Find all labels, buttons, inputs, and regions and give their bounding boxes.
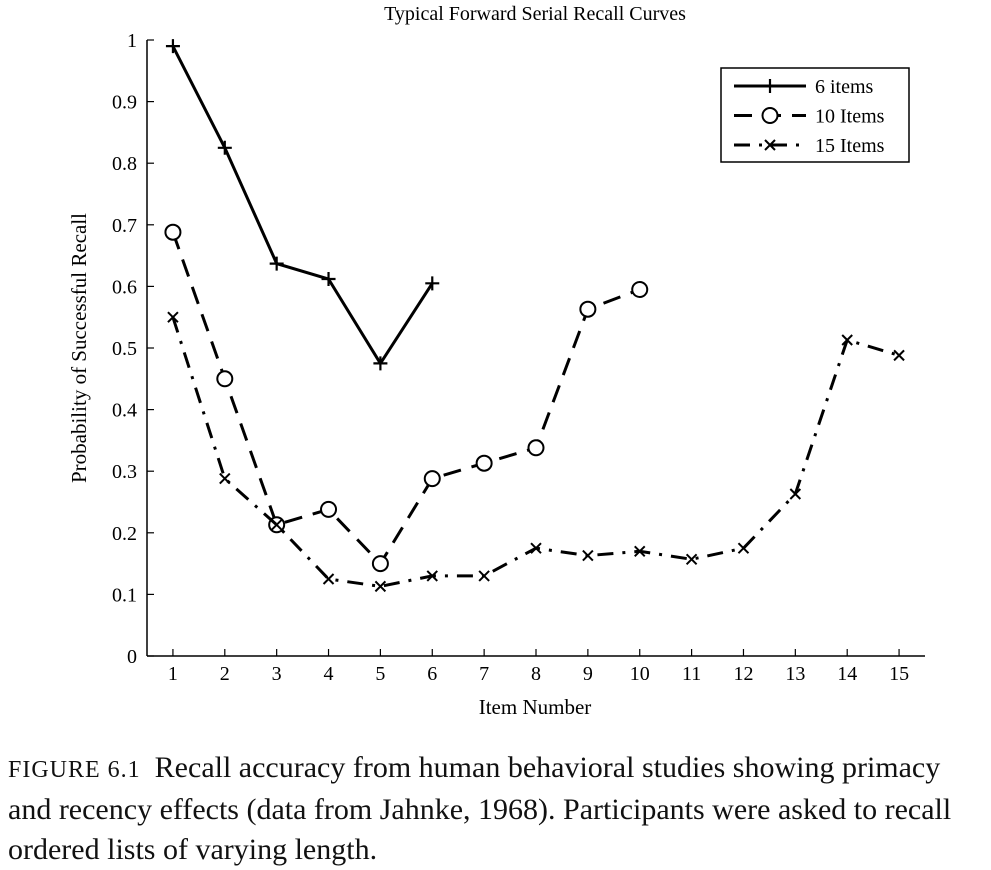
circle-marker bbox=[216, 370, 234, 388]
x-axis-label: Item Number bbox=[479, 695, 592, 719]
x-marker bbox=[374, 580, 387, 593]
x-tick-label: 11 bbox=[682, 663, 701, 685]
x-tick-label: 9 bbox=[583, 663, 593, 685]
y-tick-label: 0 bbox=[127, 646, 137, 668]
x-tick-label: 3 bbox=[272, 663, 282, 685]
circle-marker bbox=[527, 439, 545, 457]
y-tick-label: 0.1 bbox=[112, 584, 137, 606]
plus-marker bbox=[165, 39, 180, 54]
x-marker bbox=[219, 472, 231, 485]
x-marker bbox=[426, 570, 438, 582]
legend-circle-marker bbox=[761, 107, 779, 124]
legend-plus-marker bbox=[763, 79, 777, 93]
x-tick-label: 12 bbox=[733, 663, 753, 685]
series-2 bbox=[164, 223, 649, 573]
x-tick-label: 14 bbox=[837, 663, 857, 685]
circle-marker bbox=[371, 555, 389, 573]
x-tick-label: 10 bbox=[630, 663, 650, 685]
x-marker bbox=[737, 542, 750, 554]
x-marker bbox=[478, 570, 490, 582]
x-tick-label: 13 bbox=[785, 663, 805, 685]
x-tick-label: 15 bbox=[889, 663, 909, 685]
x-marker bbox=[167, 311, 179, 323]
y-tick-label: 0.2 bbox=[112, 523, 137, 545]
figure-label: FIGURE 6.1 bbox=[8, 757, 141, 783]
x-marker bbox=[789, 488, 802, 500]
y-tick-label: 0.7 bbox=[112, 215, 137, 237]
x-tick-label: 8 bbox=[531, 663, 541, 685]
series-1 bbox=[165, 39, 440, 371]
plus-marker bbox=[425, 276, 440, 291]
x-tick-label: 6 bbox=[427, 663, 437, 685]
x-tick-label: 2 bbox=[220, 663, 230, 685]
plus-marker bbox=[321, 272, 336, 287]
legend-x-marker bbox=[764, 139, 776, 151]
x-marker bbox=[634, 545, 646, 557]
y-tick-label: 0.9 bbox=[112, 92, 137, 114]
circle-marker bbox=[579, 300, 597, 318]
y-tick-label: 0.5 bbox=[112, 338, 137, 360]
chart-title: Typical Forward Serial Recall Curves bbox=[384, 3, 686, 25]
x-tick-label: 5 bbox=[375, 663, 385, 685]
circle-marker bbox=[164, 223, 182, 241]
circle-marker bbox=[475, 454, 493, 472]
legend-box bbox=[720, 67, 910, 163]
plus-marker bbox=[217, 140, 232, 155]
legend-label: 10 Items bbox=[815, 106, 885, 128]
plus-marker bbox=[373, 356, 388, 371]
y-axis-label: Probability of Successful Recall bbox=[67, 213, 91, 483]
circle-marker bbox=[631, 280, 649, 298]
y-tick-label: 1 bbox=[127, 30, 137, 52]
y-tick-label: 0.4 bbox=[112, 400, 137, 422]
x-marker bbox=[582, 549, 594, 562]
x-marker bbox=[530, 542, 542, 554]
circle-marker bbox=[423, 470, 441, 488]
x-marker bbox=[893, 349, 905, 362]
x-tick-label: 4 bbox=[324, 663, 334, 685]
x-tick-label: 7 bbox=[479, 663, 489, 685]
x-marker bbox=[685, 553, 698, 565]
figure-caption: FIGURE 6.1 Recall accuracy from human beh… bbox=[8, 748, 983, 870]
line-chart: Typical Forward Serial Recall Curves 0 0.1… bbox=[67, 3, 925, 719]
legend-label: 6 items bbox=[815, 76, 874, 98]
caption-text: Recall accuracy from human behavioral st… bbox=[8, 751, 952, 866]
y-tick-label: 0.8 bbox=[112, 153, 137, 175]
x-marker bbox=[270, 519, 283, 531]
figure-chart: Typical Forward Serial Recall Curves 0 0.1… bbox=[67, 3, 925, 719]
series-line bbox=[171, 231, 641, 567]
legend-label: 15 Items bbox=[815, 135, 885, 157]
x-tick-label: 1 bbox=[168, 663, 178, 685]
y-tick-label: 0.6 bbox=[112, 276, 137, 298]
x-marker bbox=[841, 334, 853, 346]
series-3 bbox=[167, 311, 905, 593]
x-marker bbox=[322, 573, 335, 585]
plus-marker bbox=[269, 256, 284, 271]
y-tick-label: 0.3 bbox=[112, 461, 137, 483]
series-line bbox=[171, 45, 434, 367]
circle-marker bbox=[320, 500, 338, 518]
legend: 6 items 10 Items 15 Items bbox=[720, 67, 910, 163]
